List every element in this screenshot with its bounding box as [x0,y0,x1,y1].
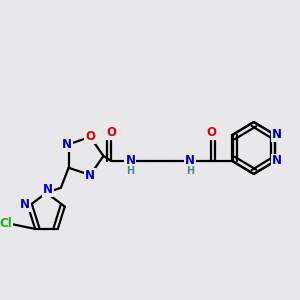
Text: H: H [126,166,134,176]
Text: N: N [62,138,72,151]
Text: Cl: Cl [0,218,12,230]
Text: H: H [186,166,194,176]
Text: N: N [85,169,95,182]
Text: O: O [106,127,116,140]
Text: N: N [125,154,135,166]
Text: N: N [272,154,282,167]
Text: O: O [206,127,216,140]
Text: N: N [185,154,195,166]
Text: N: N [44,183,53,196]
Text: N: N [20,198,30,211]
Text: N: N [272,128,282,142]
Text: O: O [85,130,95,143]
